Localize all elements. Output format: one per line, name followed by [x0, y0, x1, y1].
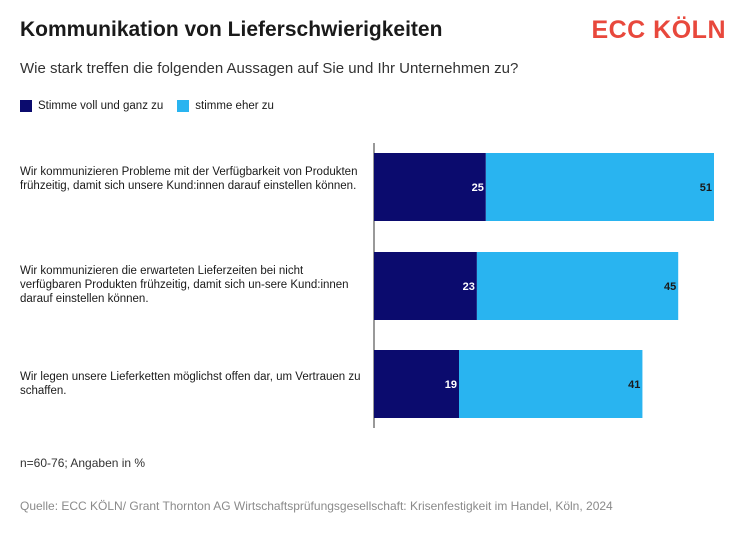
legend-label-series-2: stimme eher zu [195, 100, 274, 112]
source-citation: Quelle: ECC KÖLN/ Grant Thornton AG Wirt… [20, 499, 613, 513]
legend-label-series-1: Stimme voll und ganz zu [38, 100, 164, 112]
legend-item-series-2: stimme eher zu [177, 100, 274, 112]
data-label-series-2-category-1: 51 [700, 182, 712, 194]
legend: Stimme voll und ganz zu stimme eher zu [20, 100, 288, 112]
bar-series-1-category-1 [374, 153, 486, 221]
legend-swatch-series-1 [20, 100, 32, 112]
bar-series-1-category-3 [374, 350, 459, 418]
data-label-series-1-category-1: 25 [472, 182, 484, 194]
ecc-koeln-logo: ECC KÖLN [591, 16, 726, 44]
data-label-series-2-category-2: 45 [664, 281, 676, 293]
category-label-1: Wir kommunizieren Probleme mit der Verfü… [20, 166, 358, 192]
legend-item-series-1: Stimme voll und ganz zu [20, 100, 163, 112]
data-label-series-2-category-3: 41 [628, 379, 640, 391]
bar-series-1-category-2 [374, 252, 477, 320]
category-label-2: Wir kommunizieren die erwarteten Lieferz… [20, 265, 349, 305]
chart-title: Kommunikation von Lieferschwierigkeiten [20, 18, 443, 41]
data-label-series-1-category-2: 23 [463, 281, 475, 293]
sample-note: n=60-76; Angaben in % [20, 456, 146, 470]
chart-subtitle: Wie stark treffen die folgenden Aussagen… [20, 60, 519, 77]
bar-series-2-category-2 [476, 252, 679, 320]
legend-swatch-series-2 [177, 100, 190, 112]
bar-series-2-category-1 [485, 153, 714, 221]
bar-series-2-category-3 [459, 350, 643, 418]
category-label-3: Wir legen unsere Lieferketten möglichst … [20, 371, 361, 397]
data-label-series-1-category-3: 19 [445, 379, 457, 391]
